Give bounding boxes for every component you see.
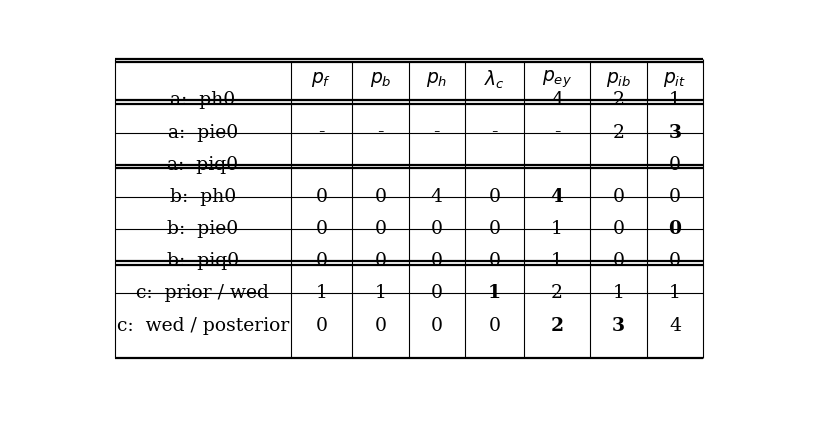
Text: $p_{ib}$: $p_{ib}$ (606, 70, 631, 89)
Text: -: - (434, 91, 440, 109)
Text: 2: 2 (613, 124, 624, 141)
Text: 2: 2 (613, 91, 624, 109)
Text: -: - (377, 124, 384, 141)
Text: 0: 0 (374, 316, 387, 335)
Text: 1: 1 (613, 284, 624, 303)
Text: 3: 3 (668, 124, 681, 141)
Text: -: - (554, 156, 560, 174)
Text: 4: 4 (669, 316, 681, 335)
Text: 4: 4 (431, 188, 443, 206)
Text: 0: 0 (374, 220, 387, 238)
Text: 0: 0 (613, 252, 624, 270)
Text: -: - (434, 156, 440, 174)
Text: 0: 0 (488, 252, 501, 270)
Text: a:  pie0: a: pie0 (168, 124, 238, 141)
Text: 4: 4 (551, 91, 563, 109)
Text: 0: 0 (431, 252, 443, 270)
Text: a:  piq0: a: piq0 (167, 156, 239, 174)
Text: 0: 0 (613, 188, 624, 206)
Text: 4: 4 (551, 188, 563, 206)
Text: 0: 0 (669, 188, 681, 206)
Text: $p_f$: $p_f$ (311, 70, 332, 89)
Text: 0: 0 (316, 220, 328, 238)
Text: 0: 0 (488, 220, 501, 238)
Text: 0: 0 (316, 188, 328, 206)
Text: $p_{ey}$: $p_{ey}$ (542, 69, 572, 90)
Text: 1: 1 (488, 284, 501, 303)
Text: -: - (491, 124, 497, 141)
Text: 1: 1 (374, 284, 387, 303)
Text: 3: 3 (612, 316, 625, 335)
Text: 0: 0 (613, 220, 624, 238)
Text: 0: 0 (316, 252, 328, 270)
Text: 0: 0 (431, 284, 443, 303)
Text: c:  prior / wed: c: prior / wed (136, 284, 269, 303)
Text: 0: 0 (431, 220, 443, 238)
Text: -: - (377, 156, 384, 174)
Text: b:  piq0: b: piq0 (167, 252, 239, 270)
Text: -: - (615, 156, 622, 174)
Text: 0: 0 (316, 316, 328, 335)
Text: a:  ph0: a: ph0 (170, 91, 235, 109)
Text: $p_b$: $p_b$ (369, 70, 392, 89)
Text: $p_h$: $p_h$ (426, 70, 448, 89)
Text: 2: 2 (551, 284, 563, 303)
Text: 0: 0 (374, 188, 387, 206)
Text: -: - (318, 156, 325, 174)
Text: 2: 2 (551, 316, 563, 335)
Text: 0: 0 (669, 156, 681, 174)
Text: $p_{it}$: $p_{it}$ (663, 70, 686, 89)
Text: $\lambda_c$: $\lambda_c$ (484, 68, 505, 91)
Text: -: - (318, 124, 325, 141)
Text: 1: 1 (669, 284, 681, 303)
Text: -: - (491, 91, 497, 109)
Text: 0: 0 (668, 220, 681, 238)
Text: 0: 0 (431, 316, 443, 335)
Text: -: - (377, 91, 384, 109)
Text: 1: 1 (551, 252, 563, 270)
Text: b:  ph0: b: ph0 (169, 188, 236, 206)
Text: 1: 1 (316, 284, 327, 303)
Text: 1: 1 (551, 220, 563, 238)
Text: 1: 1 (669, 91, 681, 109)
Text: c:  wed / posterior: c: wed / posterior (116, 316, 289, 335)
Text: -: - (318, 91, 325, 109)
Text: 0: 0 (488, 188, 501, 206)
Text: -: - (434, 124, 440, 141)
Text: 0: 0 (488, 316, 501, 335)
Text: -: - (554, 124, 560, 141)
Text: 0: 0 (669, 252, 681, 270)
Text: 0: 0 (374, 252, 387, 270)
Text: -: - (491, 156, 497, 174)
Text: b:  pie0: b: pie0 (167, 220, 239, 238)
